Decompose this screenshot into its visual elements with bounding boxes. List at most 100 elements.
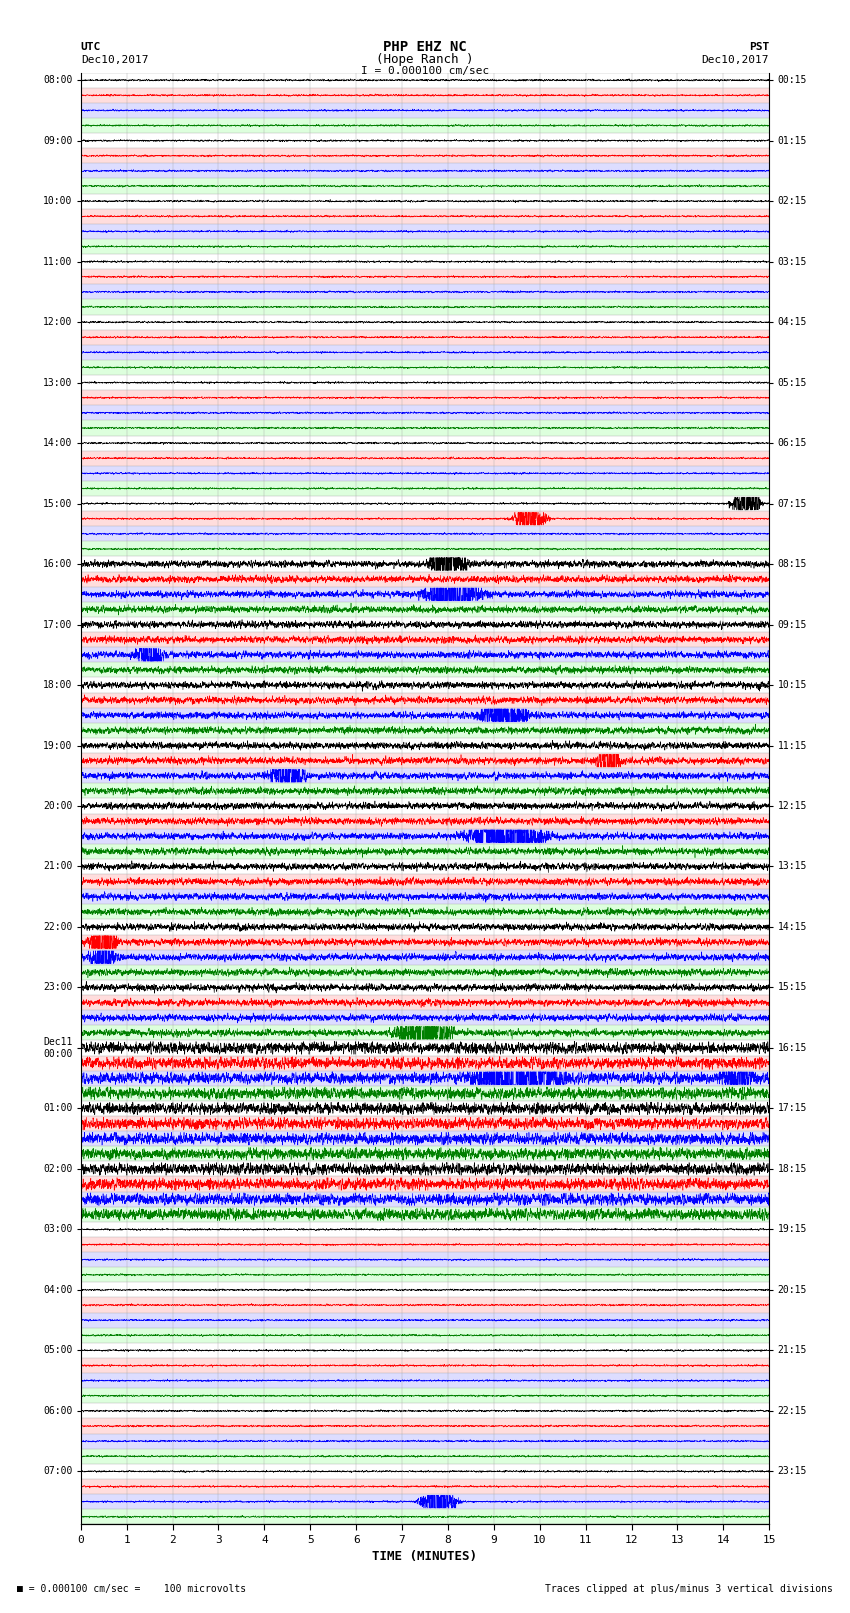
Bar — [81, 1010, 769, 1026]
Bar — [81, 526, 769, 542]
Bar — [81, 542, 769, 556]
Text: I = 0.000100 cm/sec: I = 0.000100 cm/sec — [361, 66, 489, 76]
Text: ■ = 0.000100 cm/sec =    100 microvolts: ■ = 0.000100 cm/sec = 100 microvolts — [17, 1584, 246, 1594]
Bar — [81, 919, 769, 934]
Bar — [81, 1494, 769, 1510]
Bar — [81, 1510, 769, 1524]
Bar — [81, 1026, 769, 1040]
Bar — [81, 663, 769, 677]
Bar — [81, 1100, 769, 1116]
Bar — [81, 73, 769, 87]
Text: (Hope Ranch ): (Hope Ranch ) — [377, 53, 473, 66]
Bar — [81, 208, 769, 224]
Bar — [81, 1448, 769, 1465]
Bar — [81, 753, 769, 768]
Bar — [81, 979, 769, 995]
Text: Dec10,2017: Dec10,2017 — [702, 55, 769, 65]
Bar — [81, 179, 769, 194]
Bar — [81, 1342, 769, 1358]
Bar — [81, 1327, 769, 1342]
Bar — [81, 784, 769, 798]
Bar — [81, 405, 769, 421]
Bar — [81, 708, 769, 723]
Bar — [81, 118, 769, 132]
Bar — [81, 905, 769, 919]
Bar — [81, 269, 769, 284]
Bar — [81, 511, 769, 526]
Text: Dec10,2017: Dec10,2017 — [81, 55, 148, 65]
Bar — [81, 466, 769, 481]
Bar — [81, 1147, 769, 1161]
Bar — [81, 1252, 769, 1268]
Bar — [81, 602, 769, 616]
Bar — [81, 329, 769, 345]
Bar — [81, 571, 769, 587]
Bar — [81, 768, 769, 784]
Bar — [81, 1373, 769, 1389]
Bar — [81, 1192, 769, 1207]
Bar — [81, 632, 769, 647]
Bar — [81, 647, 769, 663]
Bar — [81, 889, 769, 905]
Bar — [81, 874, 769, 889]
Bar — [81, 616, 769, 632]
Bar — [81, 1116, 769, 1131]
Bar — [81, 844, 769, 858]
Bar — [81, 194, 769, 208]
Bar — [81, 284, 769, 300]
Bar — [81, 1479, 769, 1494]
Bar — [81, 1237, 769, 1252]
X-axis label: TIME (MINUTES): TIME (MINUTES) — [372, 1550, 478, 1563]
Bar — [81, 253, 769, 269]
Bar — [81, 148, 769, 163]
Bar — [81, 163, 769, 179]
Bar — [81, 345, 769, 360]
Bar — [81, 481, 769, 497]
Bar — [81, 1086, 769, 1100]
Bar — [81, 950, 769, 965]
Text: PST: PST — [749, 42, 769, 52]
Bar — [81, 374, 769, 390]
Bar — [81, 132, 769, 148]
Bar — [81, 300, 769, 315]
Bar — [81, 436, 769, 450]
Bar — [81, 1207, 769, 1223]
Bar — [81, 1389, 769, 1403]
Bar — [81, 1071, 769, 1086]
Bar — [81, 1055, 769, 1071]
Bar — [81, 1418, 769, 1434]
Bar — [81, 1297, 769, 1313]
Bar — [81, 495, 769, 511]
Bar — [81, 1161, 769, 1176]
Text: UTC: UTC — [81, 42, 101, 52]
Bar — [81, 965, 769, 979]
Bar — [81, 239, 769, 253]
Bar — [81, 737, 769, 753]
Bar — [81, 798, 769, 813]
Text: Traces clipped at plus/minus 3 vertical divisions: Traces clipped at plus/minus 3 vertical … — [545, 1584, 833, 1594]
Bar — [81, 1176, 769, 1192]
Bar — [81, 1465, 769, 1479]
Bar — [81, 1313, 769, 1327]
Bar — [81, 995, 769, 1010]
Bar — [81, 677, 769, 692]
Bar — [81, 587, 769, 602]
Bar — [81, 1223, 769, 1237]
Bar — [81, 1434, 769, 1448]
Bar — [81, 723, 769, 737]
Bar — [81, 1358, 769, 1373]
Bar — [81, 829, 769, 844]
Bar — [81, 1403, 769, 1418]
Bar — [81, 1131, 769, 1147]
Bar — [81, 421, 769, 436]
Bar — [81, 556, 769, 571]
Bar — [81, 224, 769, 239]
Text: PHP EHZ NC: PHP EHZ NC — [383, 40, 467, 55]
Bar — [81, 1282, 769, 1297]
Bar — [81, 1268, 769, 1282]
Bar — [81, 360, 769, 374]
Bar — [81, 1040, 769, 1055]
Bar — [81, 692, 769, 708]
Bar — [81, 87, 769, 103]
Bar — [81, 315, 769, 329]
